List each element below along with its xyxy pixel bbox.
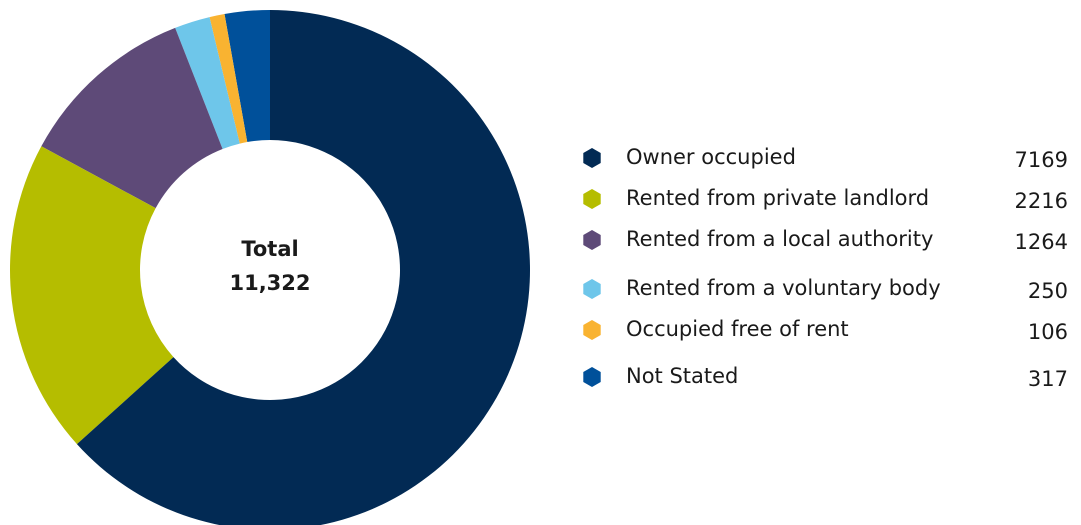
legend-label: Rented from a voluntary body xyxy=(626,276,941,300)
legend-label: Occupied free of rent xyxy=(626,317,849,341)
slice xyxy=(224,10,270,143)
legend-label: Rented from private landlord xyxy=(626,186,929,210)
value-label: 1264 xyxy=(1015,230,1068,254)
value-label: 2216 xyxy=(1015,189,1068,213)
legend-label: Not Stated xyxy=(626,364,738,388)
legend-marker xyxy=(583,230,601,250)
legend-marker xyxy=(583,148,601,168)
legend-marker xyxy=(583,320,601,340)
legend-label: Owner occupied xyxy=(626,145,796,169)
center-total: 11,322 xyxy=(229,271,310,295)
value-label: 106 xyxy=(1028,320,1068,344)
value-label: 317 xyxy=(1028,367,1068,391)
value-label: 7169 xyxy=(1015,148,1068,172)
legend-marker xyxy=(583,279,601,299)
slice xyxy=(41,27,223,209)
slice xyxy=(175,17,240,149)
legend-marker xyxy=(583,367,601,387)
slice xyxy=(76,10,530,525)
legend-label: Rented from a local authority xyxy=(626,227,933,251)
slice xyxy=(209,14,248,144)
value-label: 250 xyxy=(1028,279,1068,303)
center-title: Total xyxy=(241,237,298,261)
slice xyxy=(10,146,174,445)
legend-marker xyxy=(583,189,601,209)
